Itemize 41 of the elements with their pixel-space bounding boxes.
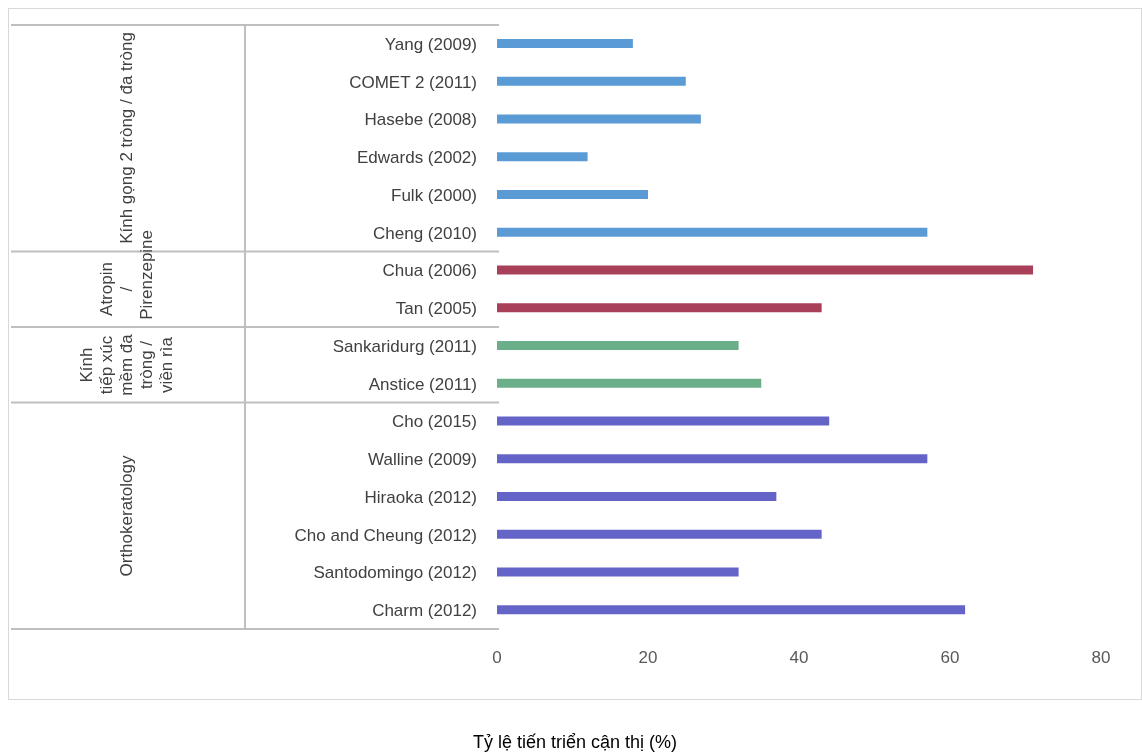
bar (497, 341, 739, 350)
y-tick-label: Sankaridurg (2011) (332, 336, 477, 356)
bar (497, 152, 588, 162)
y-tick-label: Fulk (2000) (391, 185, 477, 205)
x-axis-title: Tỷ lệ tiến triển cận thị (%) (471, 732, 679, 753)
text: Kính tiếp xúc mềm đa tròng / viền rìa (77, 334, 177, 396)
y-tick-label: COMET 2 (2011) (349, 72, 477, 92)
bar (497, 605, 966, 615)
bar (497, 416, 830, 426)
y-tick-label: Santodomingo (2012) (313, 563, 477, 583)
bar (497, 227, 928, 237)
bar (497, 454, 928, 464)
y-tick-label: Edwards (2002) (356, 148, 477, 168)
x-tick-label: 40 (789, 648, 809, 668)
bar (497, 39, 633, 48)
text: Orthokeratology (117, 454, 137, 579)
bar (497, 303, 822, 313)
bar (497, 76, 686, 86)
y-tick-label: Hiraoka (2012) (364, 487, 477, 507)
bar (497, 567, 739, 577)
x-tick-label: 0 (492, 648, 502, 668)
x-tick-label: 80 (1091, 648, 1111, 668)
y-tick-label: Cho (2015) (391, 412, 477, 432)
y-tick-label: Tan (2005) (395, 299, 477, 319)
bar (497, 114, 701, 124)
bar (497, 190, 648, 199)
y-tick-label: Chua (2006) (382, 261, 477, 281)
bar (497, 378, 762, 388)
y-tick-label: Cho and Cheung (2012) (294, 525, 477, 545)
bar (497, 492, 777, 501)
bar (497, 265, 1034, 275)
y-tick-label: Cheng (2010) (373, 223, 477, 243)
y-tick-label: Anstice (2011) (368, 374, 477, 394)
y-tick-label: Charm (2012) (372, 601, 477, 621)
y-tick-label: Walline (2009) (368, 450, 477, 470)
text: Kính gọng 2 tròng / đa tròng (117, 32, 137, 245)
y-tick-label: Hasebe (2008) (364, 110, 477, 130)
y-tick-label: Yang (2009) (384, 34, 477, 54)
x-tick-label: 60 (940, 648, 960, 668)
bar (497, 529, 822, 539)
x-tick-label: 20 (638, 648, 658, 668)
